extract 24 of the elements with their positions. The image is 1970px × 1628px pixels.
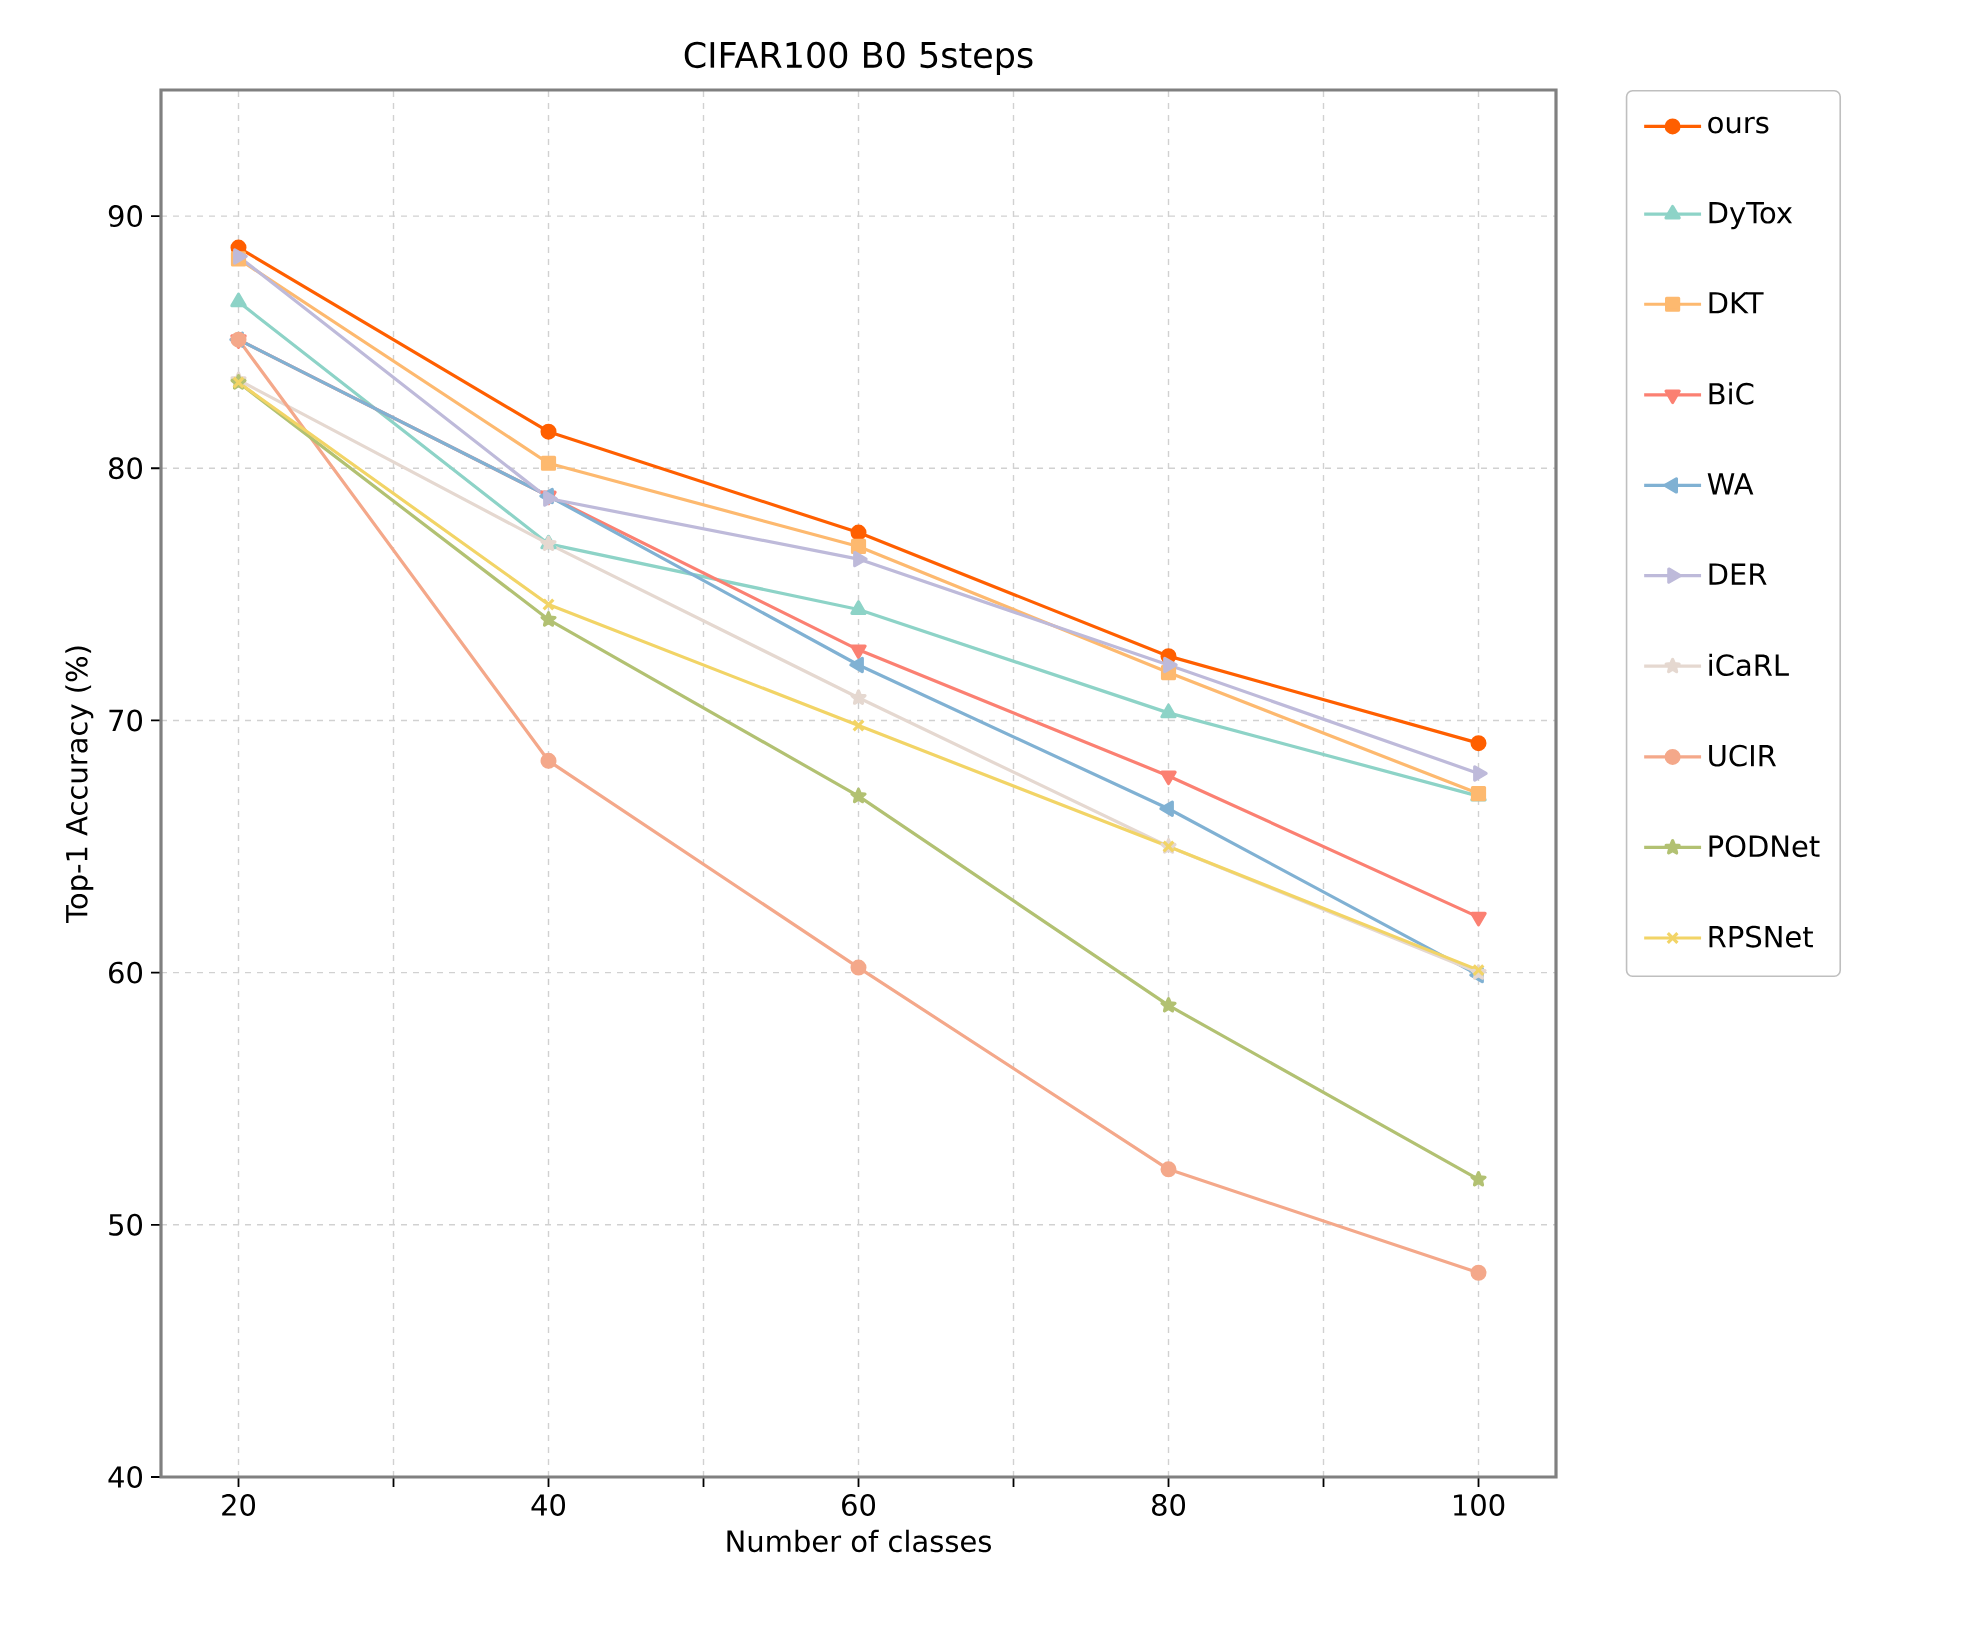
y-tick-label: 50: [109, 1213, 143, 1236]
legend-label: WA: [1707, 473, 1754, 495]
legend-label: RPSNet: [1709, 925, 1813, 948]
legend-label: ours: [1708, 116, 1769, 134]
y-tick-label: 60: [109, 961, 143, 984]
x-tick-label: 80: [1152, 1494, 1186, 1516]
y-axis-title: Top-1 Accuracy (%): [65, 646, 94, 924]
chart-title: CIFAR100 B0 5steps: [684, 41, 1033, 75]
y-tick-label: 70: [109, 709, 143, 732]
x-tick-label: 40: [531, 1494, 566, 1516]
x-tick-label: 20: [222, 1494, 256, 1516]
legend-label: DyTox: [1709, 202, 1793, 230]
x-tick-label: 100: [1454, 1494, 1505, 1516]
legend-label: PODNet: [1709, 835, 1820, 858]
legend-label: UCIR: [1709, 744, 1777, 767]
legend-label: BiC: [1709, 382, 1754, 405]
x-axis-title: Number of classes: [727, 1529, 991, 1553]
y-tick-label: 40: [108, 1466, 143, 1488]
legend-label: DER: [1709, 563, 1767, 585]
legend-label: iCaRL: [1709, 653, 1789, 677]
x-tick-label: 60: [842, 1494, 876, 1516]
legend-label: DKT: [1709, 292, 1764, 314]
y-tick-label: 80: [109, 457, 143, 480]
y-tick-label: 90: [108, 205, 143, 228]
